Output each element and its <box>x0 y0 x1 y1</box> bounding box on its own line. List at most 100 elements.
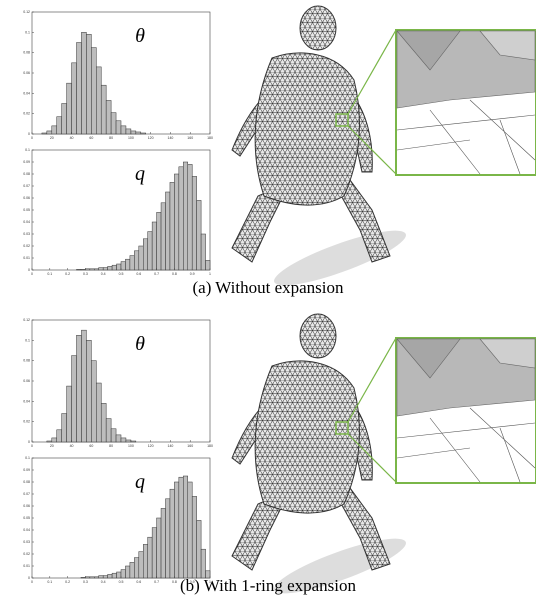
x-tick-label: 0.8 <box>172 580 177 584</box>
bar <box>148 232 152 270</box>
bar <box>81 577 85 578</box>
bar <box>130 562 134 578</box>
x-tick-label: 60 <box>89 444 93 448</box>
y-tick-label: 0.1 <box>25 456 30 460</box>
bar <box>116 435 121 442</box>
bar <box>131 131 136 134</box>
bar <box>188 164 192 270</box>
y-tick-label: 0.05 <box>23 208 30 212</box>
mesh-render <box>232 6 536 295</box>
bar <box>77 269 81 270</box>
bar <box>192 496 196 578</box>
bar <box>96 383 101 442</box>
variable-label: q <box>135 471 145 493</box>
mesh-render <box>232 314 536 600</box>
bar <box>170 489 174 578</box>
y-tick-label: 0.09 <box>23 160 30 164</box>
bar <box>108 574 112 578</box>
y-tick-label: 0.07 <box>23 492 30 496</box>
bar <box>111 113 116 134</box>
y-tick-label: 0.04 <box>23 399 30 403</box>
variable-label: θ <box>135 25 145 47</box>
y-tick-label: 0.02 <box>23 244 30 248</box>
y-tick-label: 0.03 <box>23 232 30 236</box>
bar <box>121 126 126 134</box>
y-tick-label: 0 <box>28 132 30 136</box>
bar <box>52 126 57 134</box>
x-tick-label: 160 <box>187 444 193 448</box>
x-tick-label: 0.7 <box>154 580 159 584</box>
y-tick-label: 0.08 <box>23 480 30 484</box>
y-tick-label: 0.01 <box>23 564 30 568</box>
bar <box>90 269 94 270</box>
x-tick-label: 120 <box>148 444 154 448</box>
bar <box>57 117 62 134</box>
bar <box>166 192 170 270</box>
bar <box>126 129 131 134</box>
bar <box>106 100 111 134</box>
y-tick-label: 0.1 <box>25 148 30 152</box>
y-tick-label: 0.08 <box>23 51 30 55</box>
bar <box>90 577 94 578</box>
bar <box>52 438 57 442</box>
plot-frame <box>32 320 210 442</box>
x-tick-label: 1 <box>209 272 211 276</box>
x-tick-label: 0.2 <box>65 272 70 276</box>
y-tick-label: 0.04 <box>23 220 30 224</box>
bar <box>121 438 126 442</box>
bar <box>125 259 129 270</box>
bar <box>141 133 146 134</box>
bar <box>42 133 47 134</box>
bar <box>157 212 161 270</box>
bar <box>106 419 111 442</box>
x-tick-label: 0.5 <box>119 272 124 276</box>
bar <box>85 577 89 578</box>
bar <box>134 558 138 578</box>
x-tick-label: 40 <box>70 136 74 140</box>
bar <box>112 573 116 578</box>
bar <box>57 430 62 442</box>
bar <box>179 477 183 578</box>
bar <box>111 429 116 442</box>
bar <box>152 528 156 578</box>
variable-label: q <box>135 163 145 185</box>
x-tick-label: 120 <box>148 136 154 140</box>
bar <box>47 441 52 442</box>
caption: (b) With 1-ring expansion <box>180 576 357 595</box>
x-tick-label: 140 <box>168 136 174 140</box>
y-tick-label: 0.03 <box>23 540 30 544</box>
x-tick-label: 0.7 <box>154 272 159 276</box>
y-tick-label: 0.06 <box>23 379 30 383</box>
x-tick-label: 0 <box>31 444 33 448</box>
bar <box>117 572 121 578</box>
bar <box>134 251 138 270</box>
bar <box>67 83 72 134</box>
bar <box>99 576 103 578</box>
bar <box>139 552 143 578</box>
figure: (a) Without expansion (b) With 1-ring ex… <box>0 0 536 600</box>
bar <box>62 104 67 135</box>
bar <box>62 414 67 442</box>
y-tick-label: 0.12 <box>23 10 30 14</box>
bar <box>206 571 210 578</box>
bar <box>103 268 107 270</box>
bar <box>94 577 98 578</box>
y-tick-label: 0.02 <box>23 552 30 556</box>
x-tick-label: 0.9 <box>190 272 195 276</box>
bar <box>157 518 161 578</box>
x-tick-label: 0.3 <box>83 580 88 584</box>
x-tick-label: 100 <box>128 136 134 140</box>
x-tick-label: 40 <box>70 444 74 448</box>
x-tick-label: 0.1 <box>47 580 52 584</box>
bar <box>121 570 125 578</box>
x-tick-label: 0.1 <box>47 272 52 276</box>
bar <box>197 520 201 578</box>
x-tick-label: 0.9 <box>190 580 195 584</box>
y-tick-label: 0.05 <box>23 516 30 520</box>
bar <box>206 260 210 270</box>
y-tick-label: 0.09 <box>23 468 30 472</box>
bar <box>179 167 183 270</box>
bar <box>170 182 174 270</box>
y-tick-label: 0.04 <box>23 91 30 95</box>
y-tick-label: 0.04 <box>23 528 30 532</box>
